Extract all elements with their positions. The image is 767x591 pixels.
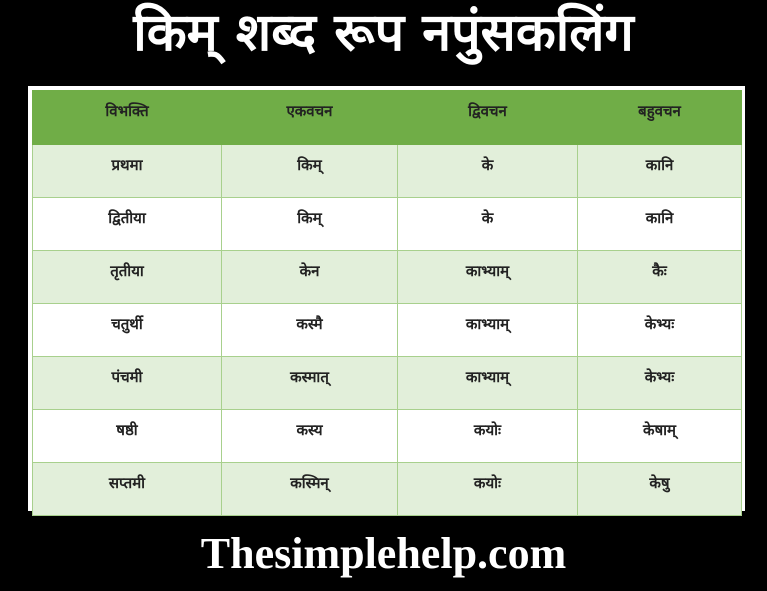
table-cell: षष्ठी (32, 409, 222, 463)
page-title: किम् शब्द रूप नपुंसकलिंग (133, 3, 634, 63)
table-cell: कयोः (397, 462, 578, 516)
table-row: पंचमी कस्मात् काभ्याम् केभ्यः (32, 356, 742, 410)
table-cell: कस्मात् (221, 356, 398, 410)
column-header: द्विवचन (397, 90, 578, 145)
table-cell: कस्य (221, 409, 398, 463)
site-watermark: Thesimplehelp.com (200, 529, 567, 578)
table-cell: केषु (577, 462, 742, 516)
column-header: एकवचन (221, 90, 398, 145)
table-cell: किम् (221, 144, 398, 198)
table-cell: के (397, 144, 578, 198)
table-cell: तृतीया (32, 250, 222, 304)
column-header: विभक्ति (32, 90, 222, 145)
table-cell: केन (221, 250, 398, 304)
table-cell: कयोः (397, 409, 578, 463)
table-cell: केषाम् (577, 409, 742, 463)
table-row: तृतीया केन काभ्याम् कैः (32, 250, 742, 304)
table-cell: काभ्याम् (397, 303, 578, 357)
table-cell: कस्मै (221, 303, 398, 357)
table-cell: कानि (577, 197, 742, 251)
header-row: विभक्ति एकवचन द्विवचन बहुवचन (32, 90, 742, 145)
table-cell: केभ्यः (577, 356, 742, 410)
table-row: प्रथमा किम् के कानि (32, 144, 742, 198)
table-cell: द्वितीया (32, 197, 222, 251)
table-cell: किम् (221, 197, 398, 251)
table-cell: काभ्याम् (397, 356, 578, 410)
table-row: षष्ठी कस्य कयोः केषाम् (32, 409, 742, 463)
column-header: बहुवचन (577, 90, 742, 145)
table-cell: कस्मिन् (221, 462, 398, 516)
table-cell: सप्तमी (32, 462, 222, 516)
table-row: चतुर्थी कस्मै काभ्याम् केभ्यः (32, 303, 742, 357)
table-row: सप्तमी कस्मिन् कयोः केषु (32, 462, 742, 516)
table-cell: कानि (577, 144, 742, 198)
table-cell: कैः (577, 250, 742, 304)
table-cell: केभ्यः (577, 303, 742, 357)
declension-table-container: विभक्ति एकवचन द्विवचन बहुवचन प्रथमा किम् क… (28, 86, 745, 516)
table-cell: के (397, 197, 578, 251)
declension-table: विभक्ति एकवचन द्विवचन बहुवचन प्रथमा किम् क… (32, 90, 742, 516)
table-cell: काभ्याम् (397, 250, 578, 304)
table-cell: चतुर्थी (32, 303, 222, 357)
table-cell: प्रथमा (32, 144, 222, 198)
table-row: द्वितीया किम् के कानि (32, 197, 742, 251)
table-cell: पंचमी (32, 356, 222, 410)
